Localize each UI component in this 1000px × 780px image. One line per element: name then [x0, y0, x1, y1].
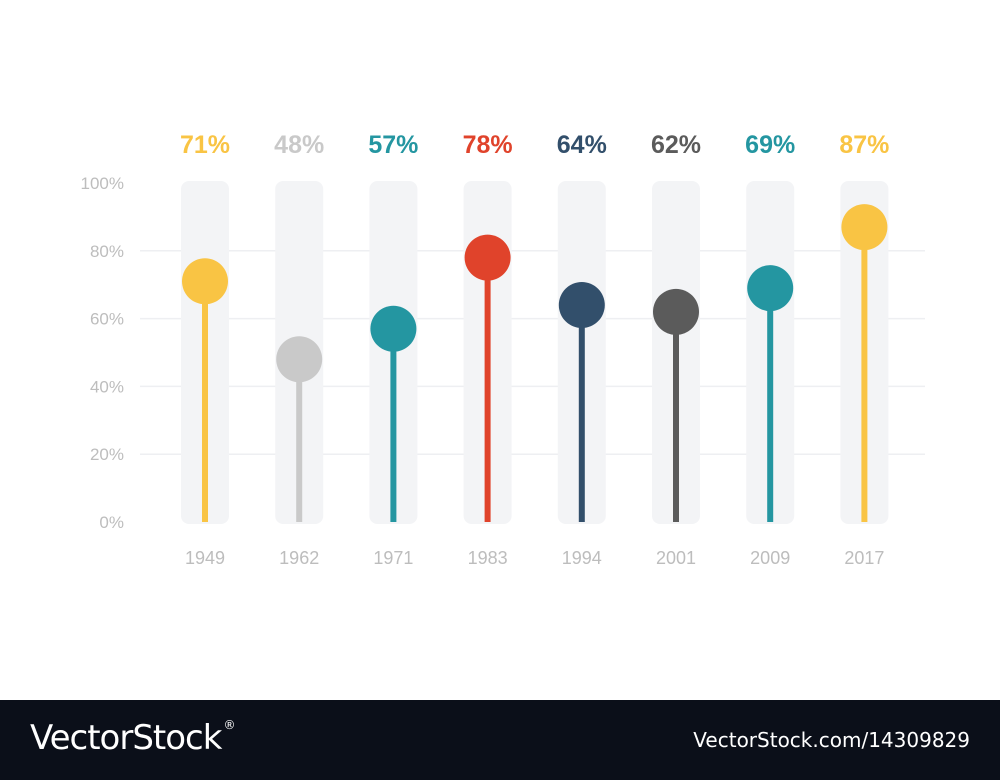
lollipop-dot: [370, 305, 417, 352]
lollipop-dot: [841, 204, 888, 251]
x-tick-label: 1994: [562, 548, 602, 568]
value-label: 71%: [180, 131, 230, 159]
brand-logo: VectorStock ®: [30, 718, 235, 758]
lollipop-dot: [653, 288, 699, 335]
value-label: 87%: [839, 131, 889, 159]
value-label: 62%: [651, 131, 701, 159]
lollipop-dot: [464, 234, 511, 281]
brand-name: VectorStock: [30, 718, 222, 758]
x-tick-label: 2009: [750, 548, 790, 568]
y-tick-label: 80%: [90, 242, 124, 261]
lollipop-chart: 0% 20% 40% 60% 80% 100% 71% 1949 48% 1962 57% 1971 7…: [81, 131, 925, 568]
y-tick-label: 60%: [90, 310, 124, 329]
watermark-footer: VectorStock ® VectorStock.com/14309829: [0, 700, 1000, 780]
stock-id: VectorStock.com/14309829: [693, 728, 970, 752]
x-tick-label: 1983: [468, 548, 508, 568]
y-tick-label: 40%: [90, 377, 124, 396]
lollipop-dot: [558, 282, 605, 329]
x-tick-label: 2017: [844, 548, 884, 568]
chart-area: 0% 20% 40% 60% 80% 100% 71% 1949 48% 1962 57% 1971 7…: [81, 131, 925, 568]
x-tick-label: 1962: [279, 548, 319, 568]
registered-mark: ®: [223, 718, 235, 732]
value-label: 78%: [463, 131, 513, 159]
y-tick-label: 100%: [81, 174, 124, 193]
y-tick-label: 20%: [90, 445, 124, 464]
value-label: 48%: [274, 131, 324, 159]
x-tick-label: 2001: [656, 548, 696, 568]
lollipop-dot: [747, 265, 794, 312]
y-tick-label: 0%: [99, 513, 124, 532]
x-tick-label: 1971: [373, 548, 413, 568]
x-tick-label: 1949: [185, 548, 225, 568]
value-label: 69%: [745, 131, 795, 159]
lollipop-dot: [276, 336, 323, 383]
lollipop-dot: [182, 258, 228, 305]
value-label: 64%: [557, 131, 607, 159]
value-label: 57%: [368, 131, 418, 159]
